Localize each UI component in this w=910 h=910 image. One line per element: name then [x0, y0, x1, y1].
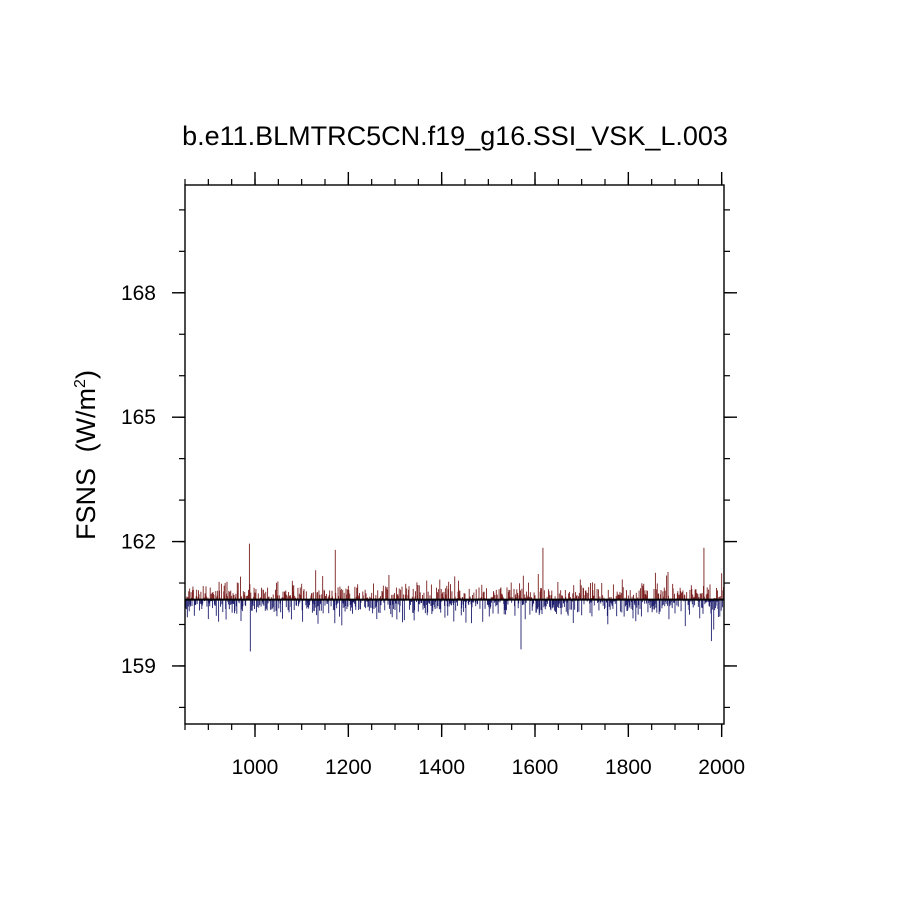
ticks-layer	[172, 172, 737, 737]
y-axis-label-name: FSNS	[71, 468, 101, 540]
x-tick-label: 1600	[512, 756, 559, 779]
x-tick-label: 1800	[605, 756, 652, 779]
x-tick-label: 1200	[325, 756, 372, 779]
y-axis-label: FSNS (W/m2)	[71, 370, 101, 540]
x-tick-label: 1000	[232, 756, 279, 779]
y-axis-label-units: (W/m	[71, 388, 101, 452]
tick-labels-layer: 1000 1200 1400 1600 1800 2000 159 162 165 168	[121, 282, 745, 779]
y-tick-label: 162	[121, 531, 156, 554]
y-tick-label: 165	[121, 406, 156, 429]
x-tick-label: 1400	[418, 756, 465, 779]
plot-frame	[184, 184, 725, 725]
y-tick-label: 168	[121, 282, 156, 305]
y-axis-label-units-close: )	[71, 370, 101, 379]
chart-title: b.e11.BLMTRC5CN.f19_g16.SSI_VSK_L.003	[182, 121, 728, 151]
x-tick-label: 2000	[698, 756, 745, 779]
y-axis-label-units-sup: 2	[72, 379, 89, 388]
y-tick-label: 159	[121, 655, 156, 678]
